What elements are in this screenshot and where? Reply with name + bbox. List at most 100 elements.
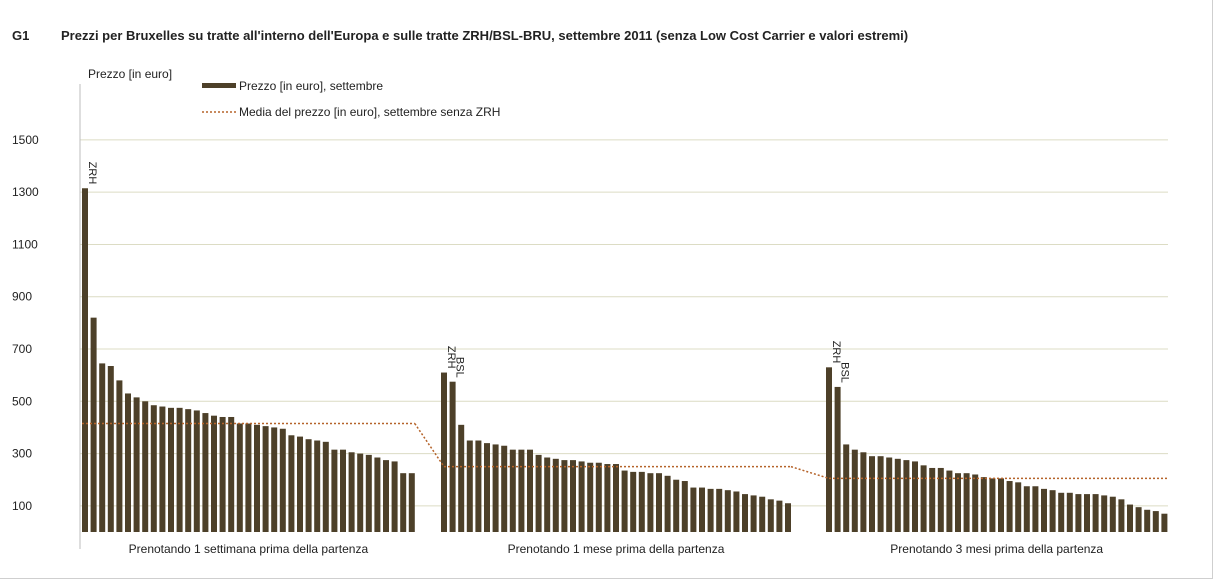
bar [638,471,645,532]
bar [458,424,465,532]
bar [1006,481,1013,532]
group-label: Prenotando 1 mese prima della partenza [508,542,725,556]
bar [449,381,456,532]
bar [1118,499,1125,532]
bar [604,464,611,532]
bar [767,499,774,532]
group-label: Prenotando 3 mesi prima della partenza [890,542,1103,556]
y-tick-label: 1100 [12,237,38,251]
figure-title: Prezzi per Bruxelles su tratte all'inter… [61,28,908,43]
bar [254,424,260,532]
bar [1161,513,1168,532]
bar [826,367,832,532]
bar [107,366,114,532]
bar [980,477,987,532]
bar-annotation: BSL [454,357,466,378]
bar [989,478,996,532]
bar [724,490,731,532]
bar [185,409,192,532]
group-label: Prenotando 1 settimana prima della parte… [129,542,369,556]
bar [271,427,278,532]
bar [578,461,585,532]
bar [759,496,766,532]
bar [219,416,226,532]
bar [466,440,473,532]
bar [561,460,568,532]
legend-line-label: Media del prezzo [in euro], settembre se… [239,105,500,119]
bar [133,397,140,532]
bar [595,462,602,532]
bar [228,416,235,532]
bar [834,386,841,532]
bar [1092,494,1099,532]
bar [408,473,415,532]
bar [886,457,893,532]
legend-bar-swatch [202,83,236,88]
bar [501,445,508,532]
bar [441,372,447,532]
bar [211,415,217,532]
legend: Prezzo [in euro], settembre Media del pr… [202,79,500,119]
bar [322,441,329,532]
bar [860,452,867,532]
bar [851,449,858,532]
bar [150,405,157,532]
bar [262,426,269,532]
bar-annotation: ZRH [86,162,98,185]
bar [1058,492,1065,532]
bar [348,452,355,532]
y-axis-label: Prezzo [in euro] [88,67,172,81]
bar-annotation: BSL [839,362,851,383]
mean-line-connector [790,465,830,480]
bar [236,423,243,532]
bar [1041,488,1047,532]
bar [776,500,783,532]
legend-bar-label: Prezzo [in euro], settembre [239,79,383,93]
bar [142,401,149,532]
bar [1032,486,1039,532]
bar [202,413,209,532]
bar [518,449,525,532]
bar [1049,490,1056,532]
bar [785,503,791,532]
bar [843,444,850,532]
bar [1109,496,1116,532]
bar [245,423,252,532]
bar [374,457,381,532]
bar [955,473,961,532]
bar [1023,486,1030,532]
bar [1152,511,1159,532]
bar [647,473,654,532]
bar [630,471,637,532]
bar [193,410,200,532]
bar [869,456,875,532]
y-tick-labels: 100 300 500 700 900 1100 1300 1500 [12,133,39,513]
y-tick-label: 300 [12,447,32,461]
bar [656,473,662,532]
figure-number: G1 [12,28,29,43]
bar [99,363,106,532]
mean-lines [82,422,1168,480]
bar [877,456,884,532]
bar [733,491,740,532]
bar [535,454,542,532]
bar [1135,507,1142,532]
bar [716,488,723,532]
bar [903,460,910,532]
bar [972,474,979,532]
bar [742,494,748,532]
y-tick-label: 1300 [12,185,39,199]
bar [707,488,714,532]
bar-annotation: ZRH [445,346,457,369]
mean-line-connector [414,423,445,468]
bar [288,435,295,532]
bar [383,460,389,532]
y-tick-label: 700 [12,342,32,356]
gridlines [80,139,1168,507]
bar [690,487,697,532]
bar [82,188,88,532]
y-tick-label: 500 [12,394,32,408]
bar [400,473,407,532]
